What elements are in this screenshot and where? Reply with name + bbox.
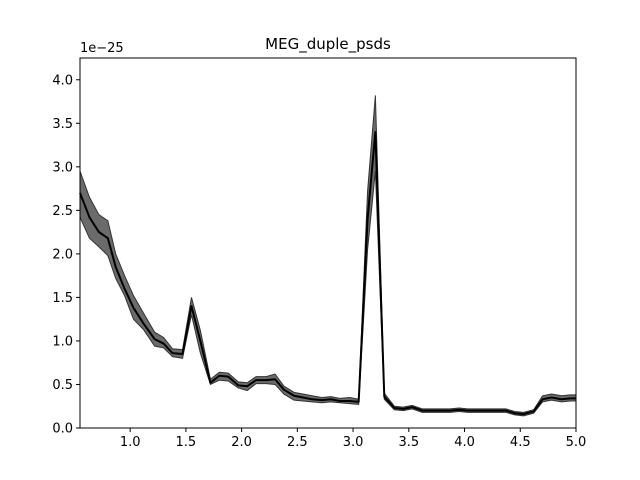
x-tick-label: 4.0 bbox=[454, 435, 475, 450]
y-tick-label: 2.5 bbox=[52, 204, 73, 219]
y-tick-label: 0.5 bbox=[52, 378, 73, 393]
y-tick-label: 3.0 bbox=[52, 160, 73, 175]
y-tick-label: 3.5 bbox=[52, 117, 73, 132]
axes-frame bbox=[79, 57, 577, 429]
y-axis: 0.0 0.5 1.0 1.5 2.0 2.5 3.0 3.5 4.0 bbox=[52, 73, 80, 437]
y-tick-label: 2.0 bbox=[52, 247, 73, 262]
x-tick-label: 1.5 bbox=[176, 435, 197, 450]
x-tick-label: 1.0 bbox=[120, 435, 141, 450]
mean-psd-line-0 bbox=[79, 131, 576, 416]
x-axis: 1.0 1.5 2.0 2.5 3.0 3.5 4.0 4.5 5.0 bbox=[120, 428, 587, 450]
chart-title: MEG_duple_psds bbox=[265, 35, 391, 54]
y-offset-label: 1e−25 bbox=[80, 41, 124, 56]
x-tick-label: 2.5 bbox=[287, 435, 308, 450]
y-tick-label: 1.5 bbox=[52, 291, 73, 306]
x-tick-label: 2.0 bbox=[231, 435, 252, 450]
x-tick-label: 3.5 bbox=[398, 435, 419, 450]
y-tick-label: 0.0 bbox=[52, 422, 73, 437]
y-tick-label: 1.0 bbox=[52, 334, 73, 349]
confidence-band-0 bbox=[79, 95, 577, 417]
x-tick-label: 5.0 bbox=[566, 435, 587, 450]
y-tick-label: 4.0 bbox=[52, 73, 73, 88]
x-tick-label: 4.5 bbox=[510, 435, 531, 450]
plot-area bbox=[79, 95, 577, 417]
x-tick-label: 3.0 bbox=[343, 435, 364, 450]
